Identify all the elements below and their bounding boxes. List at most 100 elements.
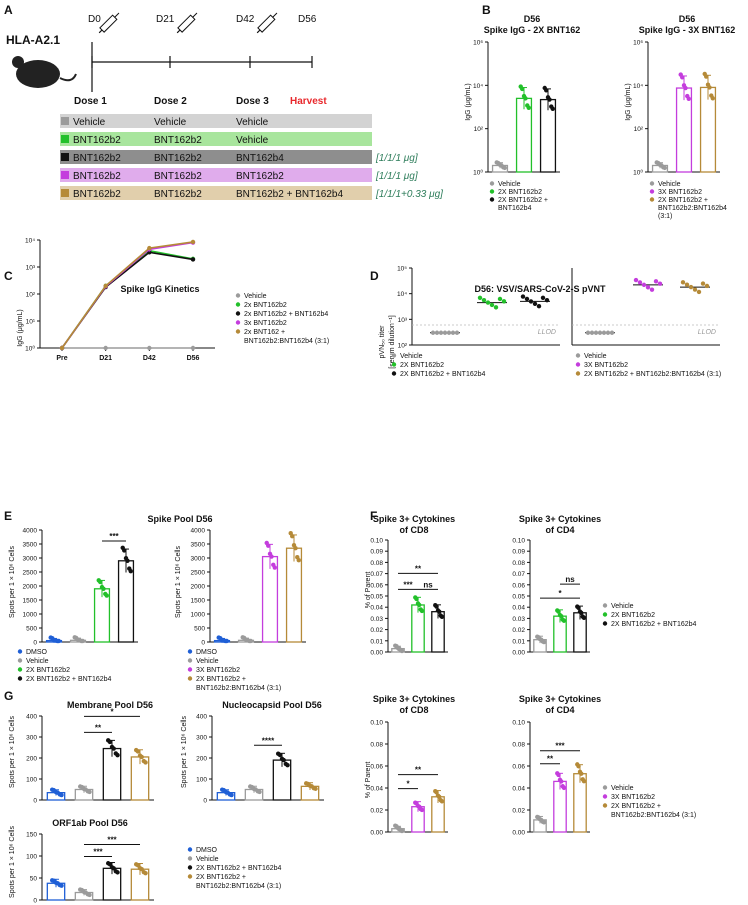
series-line <box>61 249 194 349</box>
y-tick-label: 10⁴ <box>25 238 35 245</box>
data-point <box>103 345 108 351</box>
y-tick-label: 1500 <box>23 598 38 605</box>
data-point <box>559 613 564 619</box>
legend-marker <box>391 371 397 376</box>
legend-marker <box>575 371 581 376</box>
data-point <box>710 96 715 101</box>
legend-label: BNT162b2:BNT162b4 <box>658 205 727 212</box>
significance-label: *** <box>403 580 413 589</box>
legend-marker <box>489 189 495 194</box>
legend-marker <box>391 362 397 367</box>
data-point <box>414 801 419 806</box>
y-tick-label: 0.08 <box>512 560 525 567</box>
timepoint-label: D56 <box>298 14 317 25</box>
regimen-dose1: Vehicle <box>73 117 106 128</box>
legend-label: BNT162b2:BNT162b4 (3:1) <box>196 883 281 890</box>
data-point <box>419 608 425 614</box>
y-tick-label: 0.09 <box>512 549 525 556</box>
syringe-icon <box>256 12 278 34</box>
syringe-plunger <box>98 29 103 34</box>
y-tick-label: 4000 <box>23 528 38 535</box>
legend-marker <box>235 320 241 325</box>
legend-label: Vehicle <box>400 353 423 360</box>
y-tick-label: 500 <box>194 626 205 633</box>
legend-label: Vehicle <box>584 353 607 360</box>
y-tick-label: 0.01 <box>370 638 383 645</box>
data-point <box>98 579 103 585</box>
syringe-plunger <box>256 29 261 34</box>
y-tick-label: 0.08 <box>512 742 525 749</box>
legend-label: Vehicle <box>26 658 49 665</box>
y-axis-label: % of Parent <box>365 572 372 609</box>
legend-label: 2X BNT162b2 + <box>611 803 661 810</box>
regimen-dose3: BNT162b2 <box>236 171 284 182</box>
legend-label: 2X BNT162b2 + <box>196 676 246 683</box>
chart-title: D56: VSV/SARS-CoV-2-S pVNT <box>474 284 606 294</box>
y-tick-label: 0.01 <box>512 638 525 645</box>
legend-label: 3X BNT162b2 <box>196 667 240 674</box>
data-point <box>454 330 460 335</box>
legend-label: 2X BNT162b2 + BNT162b4 <box>611 621 697 628</box>
syringe-icon <box>176 12 198 34</box>
legend-marker <box>602 794 608 799</box>
data-point <box>609 330 615 335</box>
y-tick-label: 1000 <box>191 612 206 619</box>
y-tick-label: 0.08 <box>370 742 383 749</box>
y-axis-label: Spots per 1 × 10⁶ Cells <box>9 826 16 898</box>
y-tick-label: 2000 <box>191 584 206 591</box>
legend-label: 3X BNT162b2 <box>658 189 702 196</box>
panel-letter-c: C <box>4 269 13 283</box>
y-tick-label: 10² <box>398 343 408 350</box>
dose-label: Dose 1 <box>74 96 107 107</box>
y-tick-label: 0.04 <box>512 605 525 612</box>
data-point <box>637 280 643 285</box>
data-point <box>55 790 60 795</box>
legend-marker <box>17 676 23 681</box>
legend-label: 2X BNT162b2 + BNT162b2:BNT162b4 (3:1) <box>584 371 721 378</box>
syringe-needle <box>272 12 278 18</box>
data-point <box>430 330 436 335</box>
regimen-color-key <box>61 171 69 179</box>
x-tick-label: D56 <box>187 355 200 362</box>
llod-label: LLOD <box>538 329 556 336</box>
panel-letter-e: E <box>4 509 12 523</box>
data-point <box>417 804 422 809</box>
data-point <box>83 787 88 792</box>
data-point <box>526 105 531 111</box>
legend-marker <box>187 847 193 852</box>
data-point <box>581 778 587 784</box>
data-point <box>438 330 444 335</box>
data-point <box>656 160 661 166</box>
panel-letter-a: A <box>4 3 13 17</box>
data-point <box>272 565 277 570</box>
legend-label: 2X BNT162b2 + <box>498 197 548 204</box>
y-tick-label: 0.05 <box>512 594 525 601</box>
regimen-dose2: BNT162b2 <box>154 135 202 146</box>
data-point <box>51 878 57 884</box>
y-tick-label: 50 <box>30 876 38 883</box>
y-tick-label: 0.07 <box>370 571 383 578</box>
data-point <box>581 615 587 621</box>
regimen-row-bg <box>60 132 372 146</box>
data-point <box>103 283 108 289</box>
data-point <box>684 282 690 287</box>
y-tick-label: 10² <box>634 126 644 133</box>
data-point <box>242 635 247 641</box>
y-tick-label: 100 <box>26 854 37 861</box>
mouse-icon <box>16 60 60 88</box>
data-point <box>688 284 694 290</box>
y-axis-label: Spots per 1 × 10⁶ Cells <box>181 716 188 788</box>
legend-label: 2X BNT162b2 <box>498 189 542 196</box>
data-point <box>502 165 507 171</box>
data-point <box>399 648 405 654</box>
regimen-dose-note: [1/1/1 μg] <box>375 171 418 182</box>
data-point <box>576 605 581 610</box>
regimen-dose1: BNT162b2 <box>73 171 121 182</box>
data-point <box>659 163 664 168</box>
legend-label: 2X BNT162b2 + BNT162b4 <box>400 371 486 378</box>
data-point <box>680 75 685 80</box>
chart-title: Spike Pool D56 <box>147 514 212 524</box>
data-point <box>561 785 567 791</box>
data-point <box>489 302 495 308</box>
